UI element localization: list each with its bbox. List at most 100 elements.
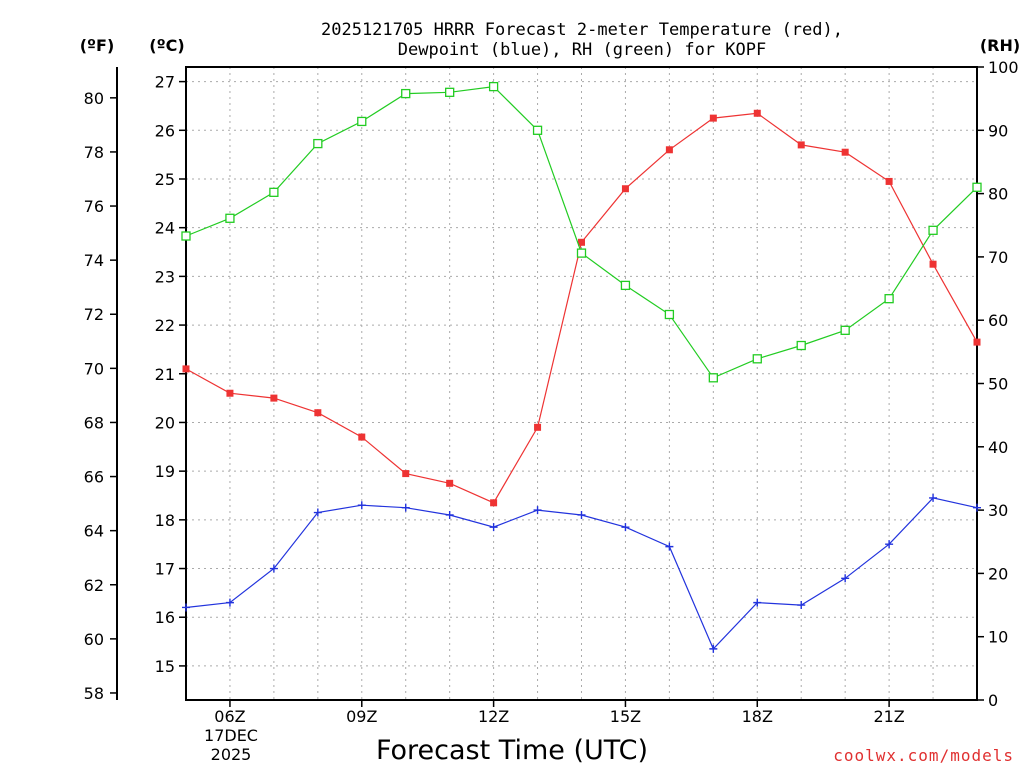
dewpoint-point [225,598,234,607]
celsius-ticks: 15 16 17 18 19 20 21 22 23 24 25 26 27 [155,73,186,676]
dewpoint-point [182,603,190,612]
rh-tick-label: 90 [988,121,1008,140]
fahrenheit-tick-label: 66 [84,468,104,487]
plot-frame [185,66,978,701]
rh-point [488,81,499,92]
dewpoint-point [269,564,278,573]
date-label-day: 17DEC [204,726,258,745]
rh-point [181,231,191,241]
celsius-unit-label: (ºC) [149,36,184,55]
temperature-point [929,260,937,268]
rh-tick-label: 40 [988,438,1008,457]
rh-point [225,213,235,223]
rh-ticks: 0 10 20 30 40 50 60 70 80 90 100 [977,58,1019,710]
rh-point [445,87,455,97]
x-tick-label: 21Z [873,707,904,726]
x-tick-label: 09Z [346,707,377,726]
celsius-tick-label: 19 [155,462,175,481]
celsius-tick-label: 18 [155,511,175,530]
dewpoint-point [841,574,850,583]
rh-point [313,138,323,149]
celsius-tick-label: 17 [155,560,175,579]
rh-tick-label: 0 [988,691,998,710]
rh-point [532,125,543,135]
temperature-point [578,238,585,246]
fahrenheit-tick-label: 70 [84,359,104,378]
temperature-point [358,433,366,441]
dewpoint-point [885,540,894,549]
temperature-point [665,146,673,154]
x-axis-label: Forecast Time (UTC) [376,735,648,766]
temperature-point [709,114,717,122]
gridlines [186,67,977,700]
celsius-tick-label: 20 [155,413,175,432]
rh-point [357,116,367,127]
dewpoint-point [445,510,454,519]
fahrenheit-tick-label: 74 [84,251,104,270]
rh-tick-label: 20 [988,564,1008,583]
temperature-point [797,141,805,149]
rh-tick-label: 100 [988,58,1019,77]
fahrenheit-tick-label: 58 [84,684,104,703]
temperature-point [314,409,322,417]
dewpoint-point [401,503,410,512]
rh-tick-label: 10 [988,628,1008,647]
chart-title-line1: 2025121705 HRRR Forecast 2-meter Tempera… [321,20,843,40]
rh-point [269,187,279,197]
x-tick-label: 12Z [478,707,509,726]
series-layer [181,81,982,653]
fahrenheit-tick-label: 76 [84,197,104,216]
temperature-point [402,470,410,478]
fahrenheit-tick-label: 62 [84,576,104,595]
fahrenheit-tick-label: 78 [84,143,104,162]
x-tick-label: 06Z [214,707,245,726]
celsius-tick-label: 26 [155,121,175,140]
temperature-point [841,148,849,156]
temperature-point [270,394,278,402]
rh-point [664,309,675,320]
dewpoint-point [665,542,674,551]
rh-unit-label: (RH) [980,36,1020,55]
temperature-point [490,499,498,507]
dewpoint-point [753,598,762,607]
celsius-tick-label: 22 [155,316,175,335]
credit-label: coolwx.com/models [833,746,1014,765]
rh-tick-label: 50 [988,375,1008,394]
date-label-year: 2025 [211,745,252,764]
dewpoint-point [489,523,498,532]
rh-point [752,354,762,364]
chart-title-line2: Dewpoint (blue), RH (green) for KOPF [398,40,766,60]
fahrenheit-tick-label: 60 [84,630,104,649]
rh-point [620,280,631,291]
celsius-tick-label: 21 [155,365,175,384]
temperature-point [753,109,761,117]
rh-tick-label: 30 [988,501,1008,520]
fahrenheit-unit-label: (ºF) [80,36,115,55]
rh-point [796,340,806,351]
x-tick-label: 15Z [610,707,641,726]
rh-point [972,182,982,192]
temperature-point [182,365,190,373]
dewpoint-point [357,501,366,510]
fahrenheit-ticks: 58 60 62 64 66 68 70 72 74 76 78 80 [84,89,117,703]
celsius-tick-label: 15 [155,657,175,676]
temperature-point [534,423,542,431]
celsius-tick-label: 25 [155,170,175,189]
temperature-point [621,185,629,193]
axes [116,66,978,701]
celsius-tick-label: 16 [155,608,175,627]
rh-point [401,88,411,99]
temperature-point [885,177,893,185]
rh-point [576,248,587,258]
dewpoint-point [797,601,806,610]
rh-point [840,325,850,335]
dewpoint-point [929,493,938,502]
dewpoint-point [709,644,718,653]
rh-point [708,373,718,383]
rh-tick-label: 70 [988,248,1008,267]
rh-point [928,225,938,235]
fahrenheit-tick-label: 64 [84,522,104,541]
rh-tick-label: 80 [988,185,1008,204]
celsius-tick-label: 24 [155,219,175,238]
temperature-point [226,389,234,397]
